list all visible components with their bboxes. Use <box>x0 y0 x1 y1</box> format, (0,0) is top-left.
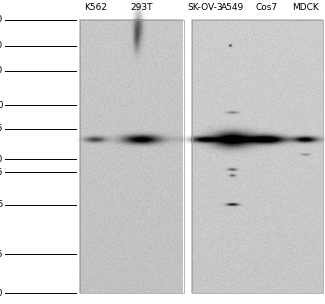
Text: Cos7: Cos7 <box>255 3 278 12</box>
Text: 25: 25 <box>0 200 3 209</box>
Text: 170: 170 <box>0 15 3 24</box>
Text: 40: 40 <box>0 155 3 164</box>
Text: 70: 70 <box>0 101 3 110</box>
Text: 55: 55 <box>0 124 3 133</box>
Text: 293T: 293T <box>130 3 153 12</box>
Text: 130: 130 <box>0 41 3 50</box>
Text: K562: K562 <box>84 3 107 12</box>
Text: MDCK: MDCK <box>292 3 319 12</box>
Text: A549: A549 <box>221 3 244 12</box>
Text: 100: 100 <box>0 67 3 75</box>
Text: 10: 10 <box>0 289 3 298</box>
Text: SK-OV-3: SK-OV-3 <box>187 3 223 12</box>
Text: 35: 35 <box>0 168 3 177</box>
Text: 15: 15 <box>0 250 3 259</box>
